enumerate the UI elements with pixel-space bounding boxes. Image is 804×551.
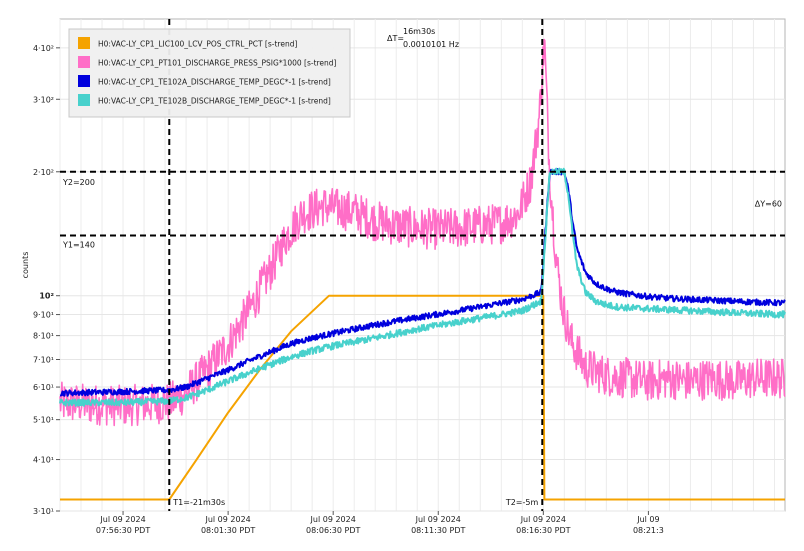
cursor-t1-label: T1=-21m30s	[172, 498, 225, 507]
series-layer	[59, 38, 786, 501]
legend[interactable]: H0:VAC-LY_CP1_LIC100_LCV_POS_CTRL_PCT [s…	[68, 28, 351, 118]
series-line	[59, 38, 786, 427]
legend-entry: H0:VAC-LY_CP1_TE102A_DISCHARGE_TEMP_DEGC…	[98, 78, 331, 87]
x-axis: Jul 09 2024 07:56:30 PDT Jul 09 2024 08:01:…	[96, 511, 664, 535]
legend-swatch	[78, 94, 90, 106]
cursor-y2-label: Y2=200	[62, 178, 95, 187]
x-tick-label-date: Jul 09 2024	[310, 515, 356, 524]
y-tick-label: 4·10²	[33, 44, 54, 53]
cursor-y1-label: Y1=140	[62, 241, 95, 250]
y-axis: 3·10¹ 4·10¹ 5·10¹ 6·10¹ 7·10¹ 8·10¹ 9·10¹ 10² 2·…	[33, 44, 60, 516]
cursor-layer: T1=-21m30s T2=-5m Y2=200 Y1=140 ΔY=60 ΔT=16m3…	[60, 19, 785, 511]
x-tick-label-date: Jul 09	[636, 515, 659, 524]
series-3	[59, 167, 786, 407]
x-tick-label-time: 08:21:3	[633, 526, 664, 535]
legend-box	[68, 28, 351, 118]
delta-y-label: ΔY=60	[755, 200, 782, 209]
legend-swatch	[78, 37, 90, 49]
y-tick-label: 9·10¹	[33, 311, 54, 320]
x-tick-label-time: 08:06:30 PDT	[306, 526, 360, 535]
x-tick-label-time: 07:56:30 PDT	[96, 526, 150, 535]
series-2	[59, 168, 786, 397]
y-tick-label: 6·10¹	[33, 383, 54, 392]
legend-entry: H0:VAC-LY_CP1_LIC100_LCV_POS_CTRL_PCT [s…	[98, 40, 297, 49]
y-tick-label: 8·10¹	[33, 332, 54, 341]
x-tick-label-time: 08:11:30 PDT	[411, 526, 465, 535]
y-tick-label: 10²	[39, 292, 54, 301]
series-line	[60, 294, 785, 501]
legend-entry: H0:VAC-LY_CP1_PT101_DISCHARGE_PRESS_PSIG…	[98, 59, 337, 68]
legend-swatch	[78, 56, 90, 68]
x-tick-label-time: 08:01:30 PDT	[201, 526, 255, 535]
x-tick-label-date: Jul 09 2024	[99, 515, 145, 524]
series-0	[60, 294, 785, 501]
x-tick-label-date: Jul 09 2024	[415, 515, 461, 524]
legend-swatch	[78, 75, 90, 87]
legend-entry: H0:VAC-LY_CP1_TE102B_DISCHARGE_TEMP_DEGC…	[98, 97, 331, 106]
y-tick-label: 5·10¹	[33, 416, 54, 425]
x-tick-label-time: 08:16:30 PDT	[516, 526, 570, 535]
x-tick-label-date: Jul 09 2024	[204, 515, 250, 524]
y-axis-label: counts	[21, 252, 30, 279]
delta-t-prefix: ΔT=	[387, 34, 404, 43]
y-tick-label: 2·10²	[33, 168, 54, 177]
y-tick-label: 4·10¹	[33, 456, 54, 465]
y-tick-label: 3·10²	[33, 95, 54, 104]
series-line	[59, 167, 786, 407]
series-1	[59, 38, 786, 427]
y-tick-label: 7·10¹	[33, 355, 54, 364]
delta-t-frequency: 0.0010101 Hz	[403, 40, 459, 49]
y-tick-label: 3·10¹	[33, 507, 54, 516]
delta-t-value: 16m30s	[403, 27, 435, 36]
series-line	[59, 168, 786, 397]
cursor-t2-label: T2=-5m	[505, 498, 539, 507]
x-tick-label-date: Jul 09 2024	[520, 515, 566, 524]
